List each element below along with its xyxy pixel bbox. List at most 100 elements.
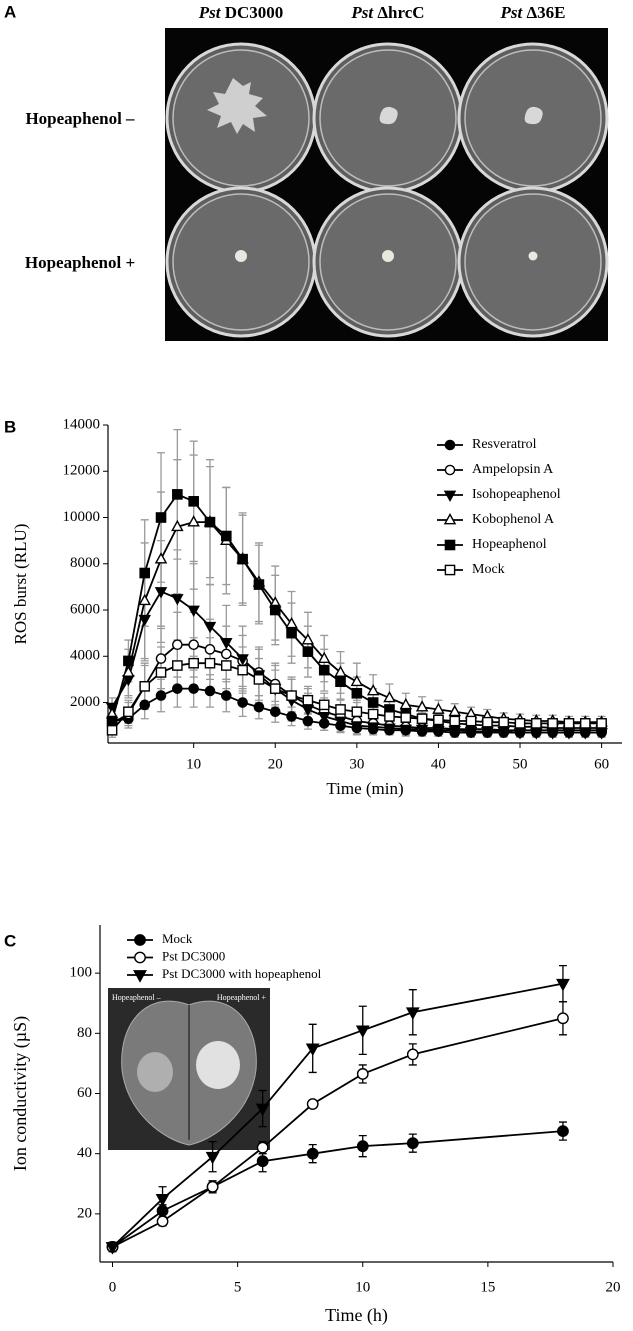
marker: [465, 715, 477, 727]
legend-marker: [444, 539, 456, 551]
marker: [406, 1048, 419, 1061]
column-header: Pst Δ36E: [500, 3, 566, 22]
legend-marker: [444, 564, 456, 576]
marker: [366, 683, 380, 696]
y-tick-label: 40: [77, 1145, 92, 1161]
marker: [301, 633, 315, 645]
marker: [350, 721, 364, 733]
marker: [306, 1147, 319, 1160]
marker: [204, 516, 216, 528]
marker: [221, 530, 232, 542]
x-tick-label: 30: [349, 756, 364, 772]
marker: [367, 708, 379, 720]
marker: [356, 1140, 369, 1153]
strain-name: DC3000: [225, 3, 284, 22]
marker: [155, 1193, 170, 1207]
y-axis-label: Ion conductivity (µS): [10, 1016, 31, 1171]
colony: [235, 250, 247, 262]
marker: [138, 593, 151, 606]
marker: [556, 978, 570, 992]
marker: [350, 674, 364, 687]
legend-marker: [134, 951, 146, 964]
marker: [237, 697, 248, 708]
y-tick-label: 10000: [63, 509, 101, 525]
marker: [335, 704, 346, 715]
lesion: [137, 1052, 173, 1092]
marker: [367, 697, 379, 708]
marker: [154, 587, 168, 599]
marker: [449, 715, 461, 727]
panel-label: A: [4, 2, 16, 21]
marker: [351, 706, 363, 718]
marker: [596, 718, 607, 729]
legend-label: Pst DC3000 with hopeaphenol: [162, 966, 322, 981]
x-tick-label: 40: [431, 756, 446, 772]
legend-marker: [443, 490, 457, 502]
marker: [355, 1025, 370, 1039]
x-tick-label: 20: [268, 756, 283, 772]
marker: [334, 665, 347, 677]
y-tick-label: 100: [70, 965, 93, 981]
inset-image: Hopeaphenol – Hopeaphenol +: [108, 988, 270, 1150]
marker: [399, 697, 413, 710]
marker: [405, 1007, 420, 1020]
marker: [187, 605, 200, 617]
strain-name: Δ36E: [526, 3, 565, 22]
legend-label: Kobophenol A: [472, 512, 555, 527]
marker: [188, 657, 199, 669]
x-tick-label: 5: [234, 1279, 242, 1295]
legend-label: Mock: [472, 562, 505, 577]
series-line: [112, 1017, 564, 1248]
legend-label: Isohopeaphenol: [472, 487, 561, 502]
marker: [106, 724, 118, 736]
marker: [335, 676, 346, 688]
marker: [302, 715, 314, 727]
strain: Pst: [350, 3, 374, 22]
series-line: [111, 1130, 564, 1248]
x-tick-label: 10: [355, 1279, 370, 1295]
marker: [399, 724, 413, 737]
marker: [563, 718, 575, 729]
marker: [156, 1215, 169, 1228]
strain-name: ΔhrcC: [377, 3, 424, 22]
marker: [433, 714, 444, 726]
marker: [356, 1068, 369, 1080]
colony: [379, 106, 398, 125]
marker: [334, 716, 347, 729]
marker: [220, 638, 233, 650]
marker: [172, 683, 183, 694]
lesion: [196, 1041, 240, 1089]
colony: [524, 106, 543, 125]
x-tick-label: 20: [606, 1279, 621, 1295]
x-axis-label: Time (min): [326, 779, 403, 798]
marker: [318, 664, 330, 676]
marker: [155, 653, 167, 664]
marker: [139, 681, 151, 692]
x-tick-label: 60: [594, 756, 609, 772]
marker: [383, 723, 396, 735]
marker: [400, 712, 412, 723]
marker: [221, 648, 232, 660]
marker: [406, 1137, 419, 1150]
marker: [105, 1242, 120, 1255]
strain: Pst: [500, 3, 524, 22]
marker: [188, 639, 199, 651]
legend-marker: [444, 439, 456, 451]
x-axis-label: Time (h): [325, 1305, 388, 1326]
marker: [269, 604, 281, 616]
marker: [236, 654, 249, 666]
y-tick-label: 14000: [63, 416, 101, 432]
x-tick-label: 10: [186, 756, 201, 772]
marker: [415, 700, 429, 712]
marker: [432, 725, 445, 738]
marker: [317, 651, 331, 663]
marker: [221, 660, 232, 671]
marker: [206, 1180, 219, 1193]
legend-label: Mock: [162, 931, 193, 946]
series-line: [111, 982, 564, 1248]
marker: [448, 704, 461, 717]
legend-marker: [134, 934, 146, 946]
marker: [106, 715, 118, 727]
inset-label: Hopeaphenol –: [112, 993, 162, 1002]
y-tick-label: 4000: [70, 648, 100, 664]
